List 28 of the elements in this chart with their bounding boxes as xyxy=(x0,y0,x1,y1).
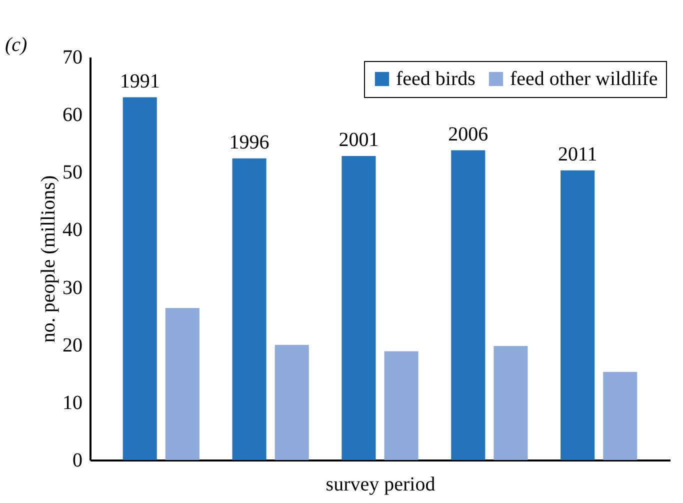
legend-label: feed birds xyxy=(396,68,476,90)
y-tick-label: 60 xyxy=(62,104,82,126)
bar xyxy=(494,346,528,460)
y-tick-label: 70 xyxy=(62,46,82,68)
y-tick-label: 50 xyxy=(62,162,82,184)
x-tick-label: 1996 xyxy=(229,131,270,154)
text: (c) xyxy=(5,34,28,56)
bar xyxy=(560,170,595,460)
y-tick-label: 0 xyxy=(72,450,82,472)
y-axis-title: no. people (millions) xyxy=(38,175,60,343)
bar xyxy=(384,351,418,460)
y-tick-label: 20 xyxy=(62,334,82,356)
x-axis-title: survey period xyxy=(326,474,436,496)
y-tick-label: 30 xyxy=(62,276,82,299)
x-tick-label: 2006 xyxy=(448,123,488,146)
bar xyxy=(603,372,638,460)
x-tick-label: 2011 xyxy=(558,143,598,166)
legend-label: feed other wildlife xyxy=(510,68,658,90)
bar xyxy=(122,97,157,460)
bar xyxy=(451,150,486,460)
bar xyxy=(274,344,309,460)
x-tick-label: 1991 xyxy=(120,70,160,92)
x-tick-label: 2001 xyxy=(338,129,379,152)
y-tick-label: 40 xyxy=(62,219,82,242)
y-tick-label: 10 xyxy=(62,392,82,414)
bar xyxy=(232,158,266,460)
bar xyxy=(342,156,376,460)
bar xyxy=(165,308,200,460)
